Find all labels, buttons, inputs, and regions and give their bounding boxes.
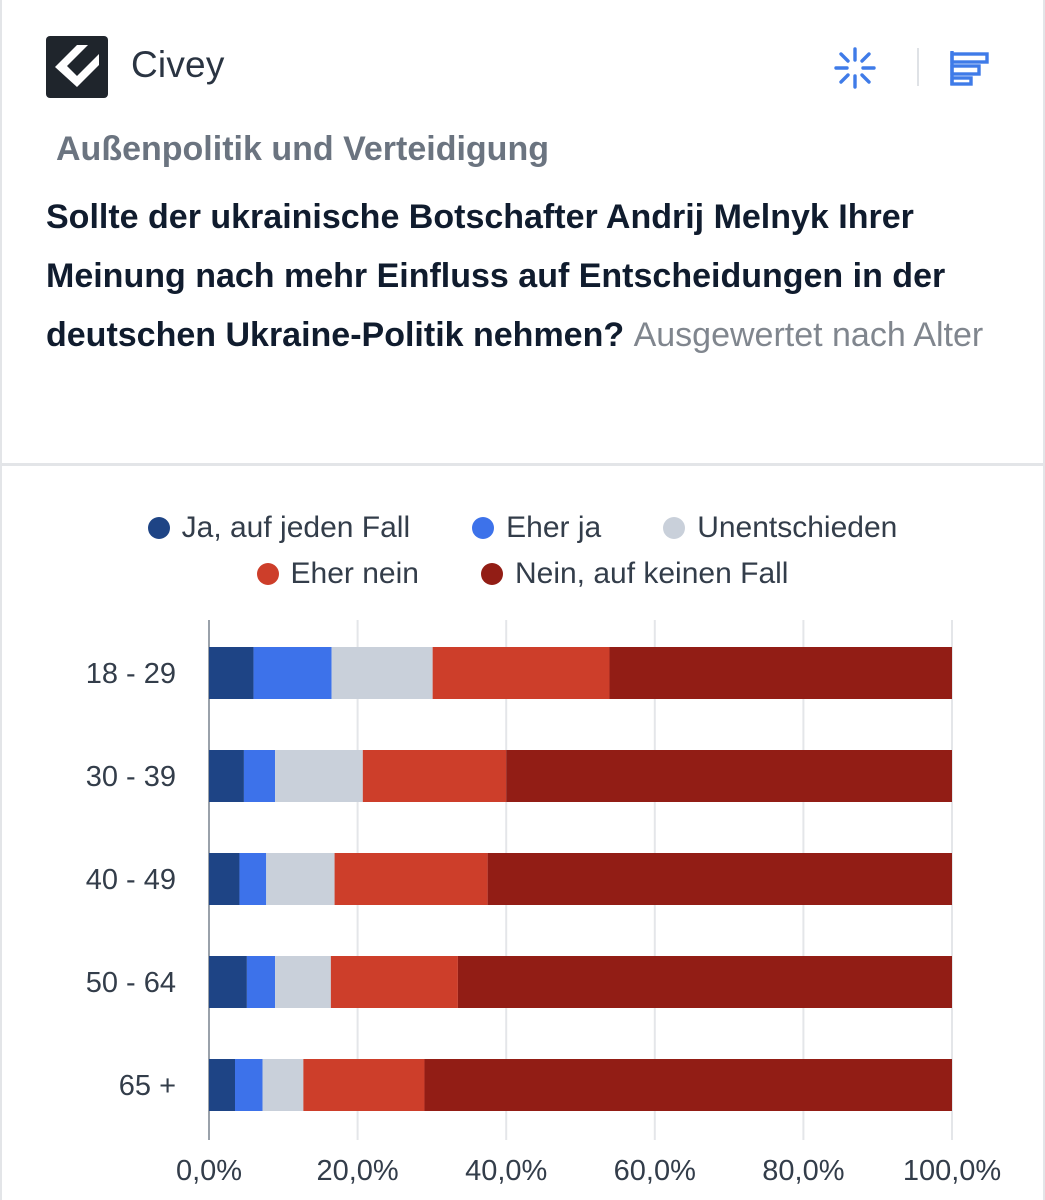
- y-category-label: 65 +: [119, 1070, 176, 1102]
- bar-segment-5[interactable]: [506, 750, 952, 802]
- legend-label: Eher nein: [290, 557, 419, 590]
- bar-segment-1[interactable]: [209, 647, 254, 699]
- x-tick-label: 80,0%: [762, 1155, 844, 1187]
- question-title: Sollte der ukrainische Botschafter Andri…: [46, 188, 986, 365]
- legend-label: Unentschieden: [697, 511, 898, 544]
- section-divider: [0, 463, 1045, 466]
- sparkle-icon[interactable]: [833, 46, 877, 90]
- bar-segment-3[interactable]: [266, 853, 335, 905]
- legend-dot: [256, 563, 279, 585]
- card-header: Civey Außenpolitik und Verteidigung Soll…: [0, 0, 1045, 466]
- legend-item-ja-auf-jeden-fall[interactable]: Ja, auf jeden Fall: [147, 511, 411, 545]
- x-tick-label: 100,0%: [903, 1155, 1001, 1187]
- category-label: Außenpolitik und Verteidigung: [56, 130, 549, 168]
- question-subtitle: Ausgewertet nach Alter: [633, 316, 984, 354]
- x-tick-label: 60,0%: [614, 1155, 696, 1187]
- bar-segment-1[interactable]: [209, 1059, 236, 1111]
- legend-item-unentschieden[interactable]: Unentschieden: [663, 511, 897, 545]
- legend-item-eher-ja[interactable]: Eher ja: [472, 511, 601, 545]
- bar-segment-1[interactable]: [209, 956, 247, 1008]
- bar-segment-2[interactable]: [243, 750, 276, 802]
- bar-segment-1[interactable]: [209, 750, 244, 802]
- bar-segment-2[interactable]: [239, 853, 267, 905]
- bar-segment-3[interactable]: [331, 647, 433, 699]
- toolbar-divider: [917, 48, 919, 86]
- horizontal-bars-icon[interactable]: [949, 49, 991, 87]
- x-tick-label: 20,0%: [316, 1155, 398, 1187]
- y-category-label: 18 - 29: [86, 658, 176, 690]
- y-category-label: 30 - 39: [86, 761, 176, 793]
- bar-segment-4[interactable]: [330, 956, 458, 1008]
- legend-dot: [663, 517, 686, 539]
- legend-item-nein-auf-keinen-fall[interactable]: Nein, auf keinen Fall: [480, 557, 789, 591]
- stacked-bar-chart: 0,0% 20,0% 40,0% 60,0% 80,0% 100,0% 18 - 29 30 …: [86, 620, 1001, 1187]
- bar-segment-2[interactable]: [235, 1059, 263, 1111]
- legend-dot: [472, 517, 495, 539]
- x-tick-label: 40,0%: [465, 1155, 547, 1187]
- legend-dot: [480, 563, 503, 585]
- bar-segment-1[interactable]: [209, 853, 240, 905]
- question-text: Sollte der ukrainische Botschafter Andri…: [46, 198, 946, 354]
- y-category-label: 40 - 49: [86, 864, 176, 896]
- legend-dot: [147, 517, 170, 539]
- brand-name: Civey: [131, 44, 225, 85]
- bar-segment-2[interactable]: [253, 647, 332, 699]
- bar-segment-2[interactable]: [246, 956, 276, 1008]
- legend-label: Nein, auf keinen Fall: [514, 557, 789, 590]
- bar-segment-4[interactable]: [432, 647, 610, 699]
- y-category-label: 50 - 64: [86, 967, 176, 999]
- bar-segment-3[interactable]: [262, 1059, 304, 1111]
- legend-label: Ja, auf jeden Fall: [181, 511, 411, 544]
- legend-item-eher-nein[interactable]: Eher nein: [256, 557, 419, 591]
- bar-segment-4[interactable]: [303, 1059, 425, 1111]
- bar-segment-3[interactable]: [275, 956, 331, 1008]
- legend-label: Eher ja: [506, 511, 602, 544]
- chart-legend: Ja, auf jeden Fall Eher ja Unentschieden…: [0, 505, 1045, 597]
- bar-segment-5[interactable]: [609, 647, 952, 699]
- legend-row-1: Ja, auf jeden Fall Eher ja Unentschieden: [0, 505, 1045, 551]
- legend-row-2: Eher nein Nein, auf keinen Fall: [0, 551, 1045, 597]
- bar-segment-5[interactable]: [424, 1059, 953, 1111]
- bar-segment-3[interactable]: [275, 750, 363, 802]
- bar-segment-4[interactable]: [334, 853, 488, 905]
- x-tick-label: 0,0%: [176, 1155, 242, 1187]
- civey-logo-icon[interactable]: [46, 36, 108, 98]
- bar-segment-5[interactable]: [457, 956, 952, 1008]
- bar-segment-4[interactable]: [362, 750, 507, 802]
- bar-segment-5[interactable]: [487, 853, 952, 905]
